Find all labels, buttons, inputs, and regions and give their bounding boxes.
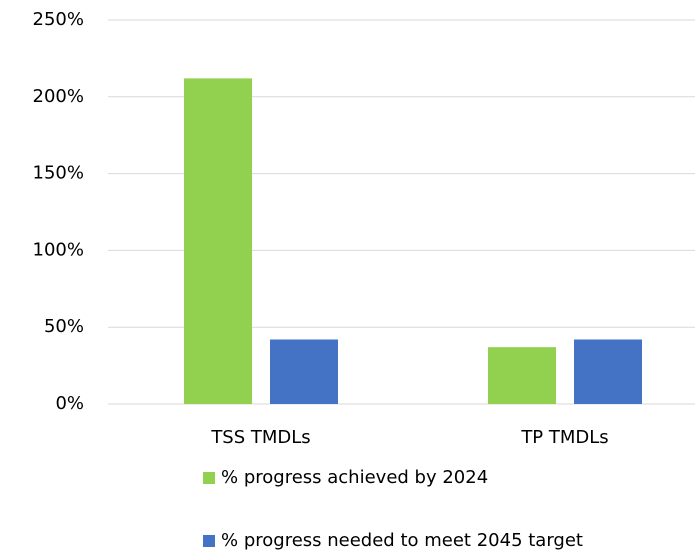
- legend-label: % progress achieved by 2024: [221, 467, 488, 488]
- y-tick-label: 200%: [33, 86, 84, 107]
- y-tick-label: 50%: [44, 316, 84, 337]
- y-tick-label: 0%: [55, 393, 84, 414]
- bar: [574, 339, 642, 404]
- legend-label: % progress needed to meet 2045 target: [221, 530, 583, 550]
- bar: [184, 78, 252, 405]
- legend-swatch: [203, 472, 215, 484]
- x-tick-label: TP TMDLs: [520, 427, 608, 448]
- legend-swatch: [203, 535, 215, 547]
- y-tick-label: 250%: [33, 9, 84, 30]
- y-tick-label: 150%: [33, 163, 84, 184]
- bar: [488, 347, 556, 404]
- y-tick-label: 100%: [33, 239, 84, 260]
- x-tick-label: TSS TMDLs: [210, 427, 310, 448]
- bar: [270, 339, 338, 404]
